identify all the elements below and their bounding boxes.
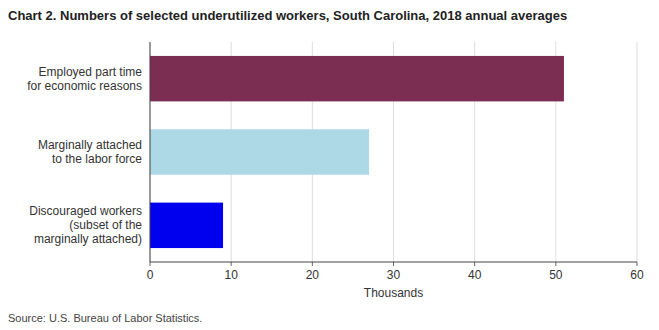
- chart-svg: Chart 2. Numbers of selected underutiliz…: [0, 0, 659, 330]
- category-label: Marginally attachedto the labor force: [38, 138, 142, 166]
- x-axis-title: Thousands: [364, 286, 423, 300]
- tick-mark: [474, 262, 475, 266]
- tick-mark: [637, 262, 638, 266]
- tick-label: 20: [306, 268, 320, 282]
- tick-label: 60: [630, 268, 644, 282]
- tick-mark: [312, 262, 313, 266]
- category-label-line: Marginally attached: [38, 138, 142, 152]
- bars: [150, 56, 564, 248]
- tick-mark: [393, 262, 394, 266]
- tick-mark: [231, 262, 232, 266]
- category-label-line: for economic reasons: [27, 79, 142, 93]
- category-label-line: marginally attached): [34, 232, 142, 246]
- chart-container: Chart 2. Numbers of selected underutiliz…: [0, 0, 659, 330]
- category-label-line: (subset of the: [69, 218, 142, 232]
- grid: [150, 42, 637, 262]
- bar: [150, 56, 564, 101]
- grid-line: [150, 42, 151, 262]
- tick-label: 50: [549, 268, 563, 282]
- tick-label: 0: [147, 268, 154, 282]
- tick-label: 40: [468, 268, 482, 282]
- source-note: Source: U.S. Bureau of Labor Statistics.: [8, 312, 202, 324]
- category-label-line: to the labor force: [52, 152, 142, 166]
- category-label-line: Employed part time: [39, 65, 143, 79]
- category-label: Employed part timefor economic reasons: [27, 65, 142, 93]
- bar: [150, 203, 223, 248]
- bar: [150, 129, 369, 174]
- grid-line: [637, 42, 638, 262]
- tick-label: 10: [224, 268, 238, 282]
- x-axis-line: [150, 262, 637, 263]
- tick-mark: [555, 262, 556, 266]
- x-axis-ticks: 0 10 20 30 40 50 60: [147, 262, 644, 282]
- category-label: Discouraged workers(subset of themargina…: [29, 204, 142, 246]
- y-axis-labels: Discouraged workers(subset of themargina…: [27, 65, 142, 247]
- category-label-line: Discouraged workers: [29, 204, 142, 218]
- tick-mark: [150, 262, 151, 266]
- tick-label: 30: [387, 268, 401, 282]
- y-axis-line: [150, 42, 151, 262]
- title: Chart 2. Numbers of selected underutiliz…: [8, 8, 567, 23]
